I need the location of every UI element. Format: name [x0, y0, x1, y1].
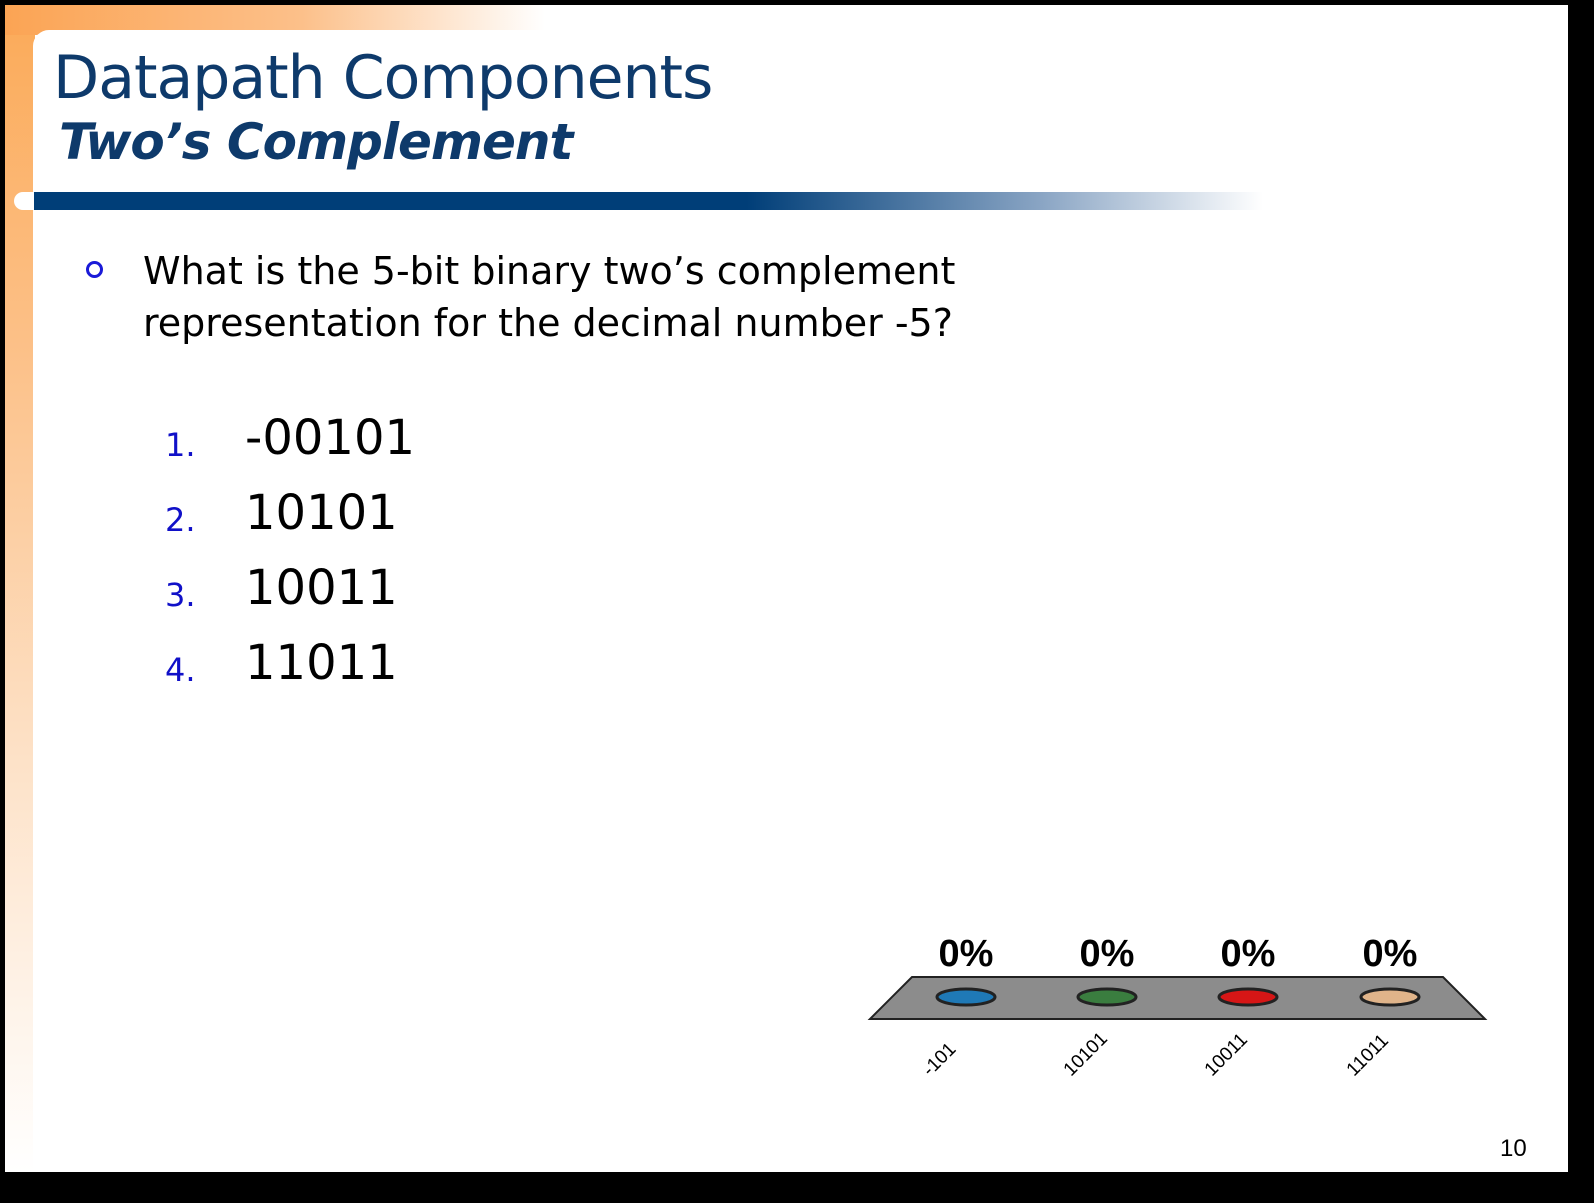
option-number: 2.: [165, 501, 196, 539]
chart-bar-disk: [935, 987, 997, 1007]
chart-bar-disk: [1217, 987, 1279, 1007]
slide-subtitle: Two’s Complement: [59, 113, 573, 171]
page-number: 10: [1500, 1135, 1527, 1162]
chart-value-label: 0%: [939, 933, 994, 975]
chart-category-label: 10011: [1201, 1029, 1252, 1080]
slide-title: Datapath Components: [53, 43, 713, 113]
option-text: 10011: [245, 560, 398, 616]
chart-value-label: 0%: [1221, 933, 1276, 975]
response-bar-chart: 0% -101 0% 10101 0% 10011 0% 11011: [867, 933, 1488, 1081]
option-text: 11011: [245, 635, 398, 691]
left-accent-band: [5, 5, 35, 1172]
option-number: 3.: [165, 576, 196, 614]
question-text: What is the 5-bit binary two’s complemen…: [143, 249, 956, 345]
chart-bar-disk: [1359, 987, 1421, 1007]
chart-value-label: 0%: [1080, 933, 1135, 975]
option-text: 10101: [245, 485, 398, 541]
title-rule: [33, 192, 1263, 210]
chart-category-label: 11011: [1343, 1030, 1393, 1080]
option-number: 1.: [165, 426, 196, 464]
chart-bar-disk: [1076, 987, 1138, 1007]
chart-value-label: 0%: [1363, 933, 1418, 975]
chart-category-label: 10101: [1060, 1028, 1112, 1080]
chart-platform: [867, 976, 1488, 1020]
slide: Datapath Components Two’s Complement Wha…: [5, 5, 1568, 1172]
option-number: 4.: [165, 651, 196, 689]
chart-category-label: -101: [919, 1039, 961, 1081]
option-text: -00101: [245, 410, 416, 466]
hollow-circle-bullet-icon: [86, 261, 103, 278]
title-rule-cap: [14, 192, 34, 210]
